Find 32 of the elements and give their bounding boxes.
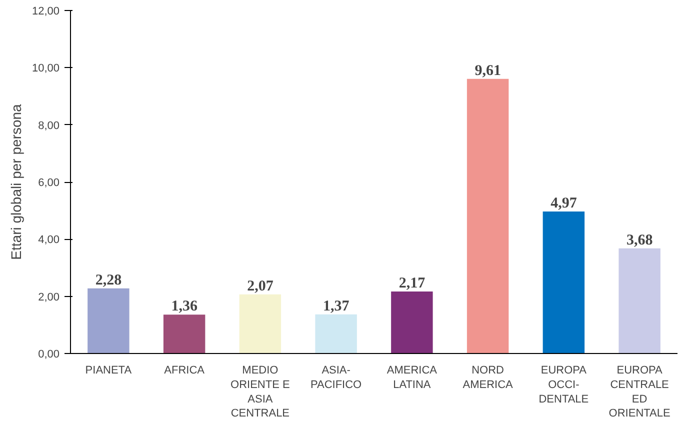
x-tick-label: AFRICA [164,364,206,376]
data-label: 2,07 [247,278,274,294]
x-tick-label: AMERICA LATINA [386,364,438,391]
data-label: 1,36 [171,298,198,315]
data-label: 4,97 [550,195,578,212]
x-tick-label: MEDIO ORIENTE E ASIA CENTRALE [230,364,290,420]
x-tick-label: ASIA- PACIFICO [310,364,362,391]
x-tick-label: EUROPA CENTRALE ED ORIENTALE [608,364,670,420]
bar [239,294,282,354]
y-tick-label: 0,00 [38,348,60,360]
x-tick-label: NORD AMERICA [462,364,514,391]
bar [618,248,660,354]
x-tick-label: EUROPA OCCI- DENTALE [538,364,589,406]
data-label: 1,37 [322,298,350,314]
y-tick-label: 8,00 [38,120,60,132]
data-label: 2,17 [398,275,426,292]
data-label: 3,68 [626,232,653,248]
y-axis-title: Ettari globali per persona [8,104,24,260]
bar [391,291,433,354]
y-tick-label: 2,00 [38,291,60,304]
x-tick-label: PIANETA [85,364,132,376]
data-label: 9,61 [474,62,501,79]
bar [163,314,206,354]
bar [542,211,585,354]
bar [88,288,130,354]
y-tick-label: 12,00 [32,6,60,18]
bar [466,78,509,354]
bar [315,314,357,354]
data-label: 2,28 [95,272,122,288]
y-tick-label: 4,00 [38,234,60,246]
y-tick-label: 6,00 [38,177,60,189]
y-tick-label: 10,00 [32,62,60,75]
